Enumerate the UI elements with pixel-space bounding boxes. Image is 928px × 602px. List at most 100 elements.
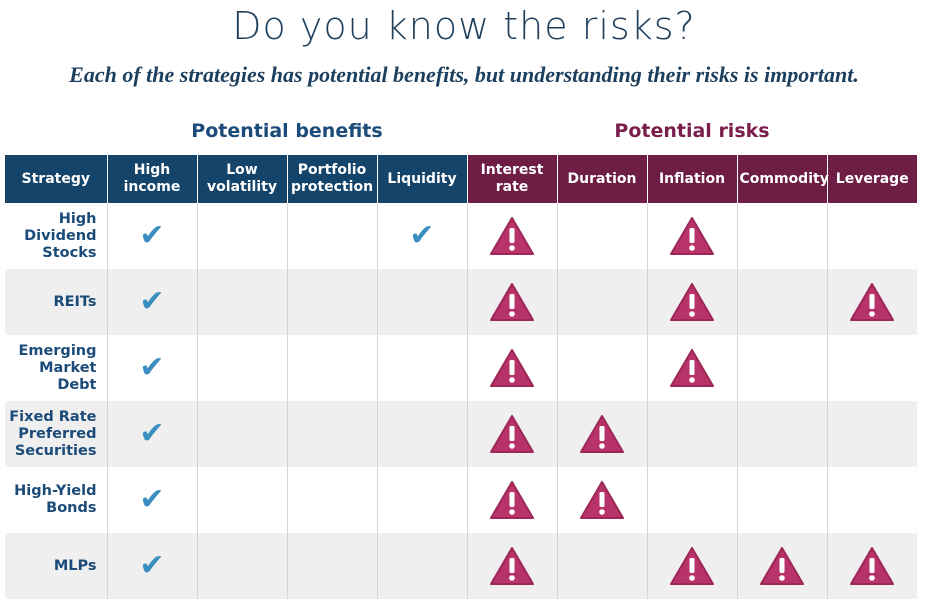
- header-row: Strategy High income Low volatility Portfo…: [5, 155, 917, 203]
- cell-leverage: [826, 335, 917, 401]
- cell-interest-rate: [466, 533, 557, 599]
- risk-benefit-table: Strategy High income Low volatility Portfo…: [5, 155, 917, 599]
- col-low-volatility: Low volatility: [196, 155, 287, 203]
- page-title: Do you know the risks?: [232, 4, 696, 48]
- warning-triangle-icon: [670, 283, 714, 321]
- col-liquidity: Liquidity: [376, 155, 467, 203]
- warning-triangle-icon: [490, 481, 534, 519]
- col-inflation: Inflation: [646, 155, 737, 203]
- cell-interest-rate: [466, 401, 557, 467]
- warning-triangle-icon: [490, 349, 534, 387]
- cell-liquidity: ✔: [376, 203, 467, 269]
- cell-leverage: [826, 269, 917, 335]
- cell-low-volatility: [196, 401, 287, 467]
- col-duration: Duration: [556, 155, 647, 203]
- warning-triangle-icon: [850, 547, 895, 585]
- cell-liquidity: [376, 269, 467, 335]
- cell-duration: [556, 203, 647, 269]
- warning-triangle-icon: [580, 415, 624, 453]
- cell-portfolio-protection: [286, 401, 377, 467]
- cell-high-income: ✔: [106, 269, 197, 335]
- warning-triangle-icon: [850, 283, 895, 321]
- strategy-name: REITs: [5, 269, 107, 335]
- cell-low-volatility: [196, 335, 287, 401]
- warning-triangle-icon: [670, 349, 714, 387]
- cell-duration: [556, 401, 647, 467]
- cell-duration: [556, 269, 647, 335]
- cell-leverage: [826, 401, 917, 467]
- cell-inflation: [646, 203, 737, 269]
- check-icon: ✔: [139, 416, 165, 451]
- cell-portfolio-protection: [286, 467, 377, 533]
- cell-commodity: [736, 269, 827, 335]
- cell-high-income: ✔: [106, 335, 197, 401]
- cell-commodity: [736, 401, 827, 467]
- cell-portfolio-protection: [286, 269, 377, 335]
- cell-portfolio-protection: [286, 533, 377, 599]
- warning-triangle-icon: [580, 481, 624, 519]
- warning-triangle-icon: [490, 217, 534, 255]
- check-icon: ✔: [139, 218, 165, 253]
- cell-duration: [556, 533, 647, 599]
- col-commodity: Commodity: [736, 155, 829, 203]
- cell-leverage: [826, 467, 917, 533]
- cell-interest-rate: [466, 269, 557, 335]
- cell-duration: [556, 467, 647, 533]
- warning-triangle-icon: [490, 283, 534, 321]
- cell-inflation: [646, 533, 737, 599]
- col-leverage: Leverage: [826, 155, 917, 203]
- warning-triangle-icon: [490, 415, 534, 453]
- page-subtitle: Each of the strategies has potential ben…: [69, 62, 859, 87]
- cell-inflation: [646, 467, 737, 533]
- check-icon: ✔: [409, 218, 435, 253]
- cell-high-income: ✔: [106, 401, 197, 467]
- cell-high-income: ✔: [106, 467, 197, 533]
- strategy-name: Emerging Market Debt: [18, 342, 97, 393]
- table-row: Emerging Market Debt ✔: [5, 335, 917, 401]
- cell-commodity: [736, 335, 827, 401]
- warning-triangle-icon: [670, 547, 714, 585]
- col-strategy: Strategy: [5, 155, 107, 203]
- cell-interest-rate: [466, 467, 557, 533]
- table-row: Fixed Rate Preferred Securities ✔: [5, 401, 917, 467]
- warning-triangle-icon: [490, 547, 534, 585]
- check-icon: ✔: [139, 548, 165, 583]
- cell-liquidity: [376, 335, 467, 401]
- cell-duration: [556, 335, 647, 401]
- warning-triangle-icon: [670, 217, 714, 255]
- table-row: REITs ✔: [5, 269, 917, 335]
- col-portfolio-protection: Portfolio protection: [286, 155, 377, 203]
- cell-high-income: ✔: [106, 203, 197, 269]
- cell-low-volatility: [196, 269, 287, 335]
- cell-liquidity: [376, 401, 467, 467]
- potential-benefits-heading: Potential benefits: [191, 120, 383, 142]
- cell-inflation: [646, 335, 737, 401]
- cell-portfolio-protection: [286, 203, 377, 269]
- table-row: High-Yield Bonds ✔: [5, 467, 917, 533]
- cell-liquidity: [376, 533, 467, 599]
- strategy-name: Fixed Rate Preferred Securities: [5, 401, 107, 467]
- cell-portfolio-protection: [286, 335, 377, 401]
- strategy-name: High-Yield Bonds: [14, 483, 97, 516]
- cell-commodity: [736, 467, 827, 533]
- strategy-name: High Dividend Stocks: [24, 210, 97, 261]
- cell-commodity: [736, 533, 827, 599]
- strategy-name: MLPs: [5, 533, 107, 599]
- cell-inflation: [646, 269, 737, 335]
- col-high-income: High income: [106, 155, 197, 203]
- cell-commodity: [736, 203, 827, 269]
- cell-interest-rate: [466, 335, 557, 401]
- cell-leverage: [826, 533, 917, 599]
- cell-high-income: ✔: [106, 533, 197, 599]
- check-icon: ✔: [139, 350, 165, 385]
- cell-low-volatility: [196, 533, 287, 599]
- cell-low-volatility: [196, 203, 287, 269]
- check-icon: ✔: [139, 482, 165, 517]
- cell-leverage: [826, 203, 917, 269]
- cell-liquidity: [376, 467, 467, 533]
- potential-risks-heading: Potential risks: [614, 120, 770, 142]
- cell-low-volatility: [196, 467, 287, 533]
- col-interest-rate: Interest rate: [466, 155, 557, 203]
- warning-triangle-icon: [760, 547, 804, 585]
- cell-inflation: [646, 401, 737, 467]
